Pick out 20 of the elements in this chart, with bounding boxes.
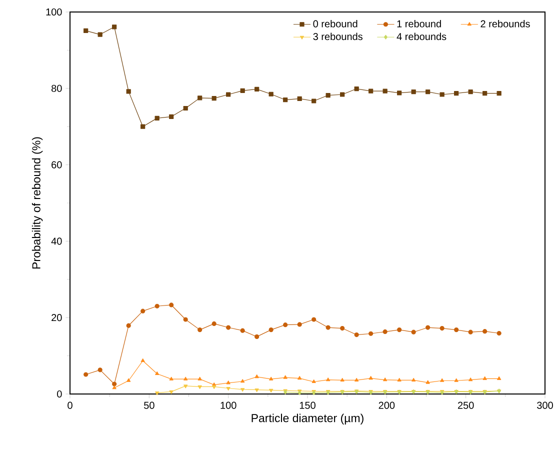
y-tick-label: 20 <box>52 314 62 322</box>
x-tick-label: 300 <box>537 402 553 409</box>
x-tick-label: 50 <box>144 402 154 409</box>
legend-label: 2 rebounds <box>480 20 530 28</box>
legend-label: 3 rebounds <box>313 32 362 40</box>
legend-label: 0 rebound <box>313 20 358 28</box>
y-tick-label: 0 <box>57 390 62 398</box>
y-tick-label: 60 <box>52 161 62 168</box>
x-tick-label: 250 <box>458 402 474 409</box>
x-tick-label: 150 <box>300 402 316 409</box>
y-tick-label: 40 <box>51 238 62 245</box>
legend-label: 1 rebound <box>397 20 441 28</box>
y-tick-label: 100 <box>46 8 62 16</box>
x-tick-label: 0 <box>68 402 72 409</box>
x-tick-label: 200 <box>378 402 395 409</box>
legend-label: 4 rebounds <box>396 32 446 40</box>
x-tick-label: 100 <box>220 402 236 409</box>
y-tick-label: 80 <box>52 84 62 92</box>
y-axis-title: Probability of rebound (%) <box>32 137 43 269</box>
x-axis-title: Particle diameter (µm) <box>252 414 364 424</box>
